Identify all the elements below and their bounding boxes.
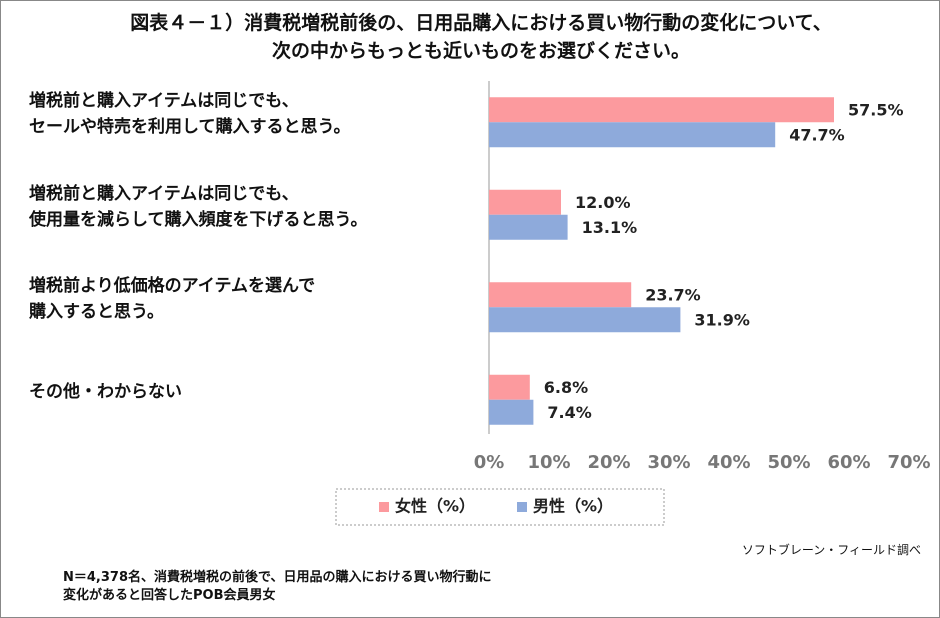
x-tick-label: 60% [827,452,870,473]
category-label: その他・わからない [29,381,182,402]
category-label: 増税前より低価格のアイテムを選んで 購入すると思う。 [29,276,316,323]
x-tick-label: 50% [767,452,810,473]
category-label: 増税前と購入アイテムは同じでも、 使用量を減らして購入頻度を下げると思う。 [29,183,368,230]
legend-box [335,488,665,526]
x-tick-label: 40% [707,452,750,473]
note: N＝4,378名、消費税増税の前後で、日用品の購入における買い物行動に 変化があ… [63,570,492,603]
data-label: 13.1% [582,218,638,237]
legend-label: 男性（%） [533,497,613,516]
data-label: 6.8% [544,378,588,397]
bar [489,214,568,240]
x-tick-label: 70% [887,452,930,473]
data-label: 47.7% [789,125,845,144]
data-label: 57.5% [848,100,904,119]
bar [489,399,534,425]
bar [489,122,776,148]
x-tick-label: 20% [587,452,630,473]
bar [489,97,834,123]
x-tick-label: 0% [474,452,505,473]
chart-title: 図表４－１）消費税増税前後の、日用品購入における買い物行動の変化について、 次の… [130,12,832,62]
data-label: 7.4% [547,403,591,422]
category-label: 増税前と購入アイテムは同じでも、 セールや特売を利用して購入すると思う。 [29,91,351,138]
bar [489,374,530,400]
x-tick-label: 30% [647,452,690,473]
source: ソフトブレーン・フィールド調べ [741,543,921,557]
legend-label: 女性（%） [395,497,475,516]
legend-swatch [379,502,389,512]
legend-swatch [517,502,527,512]
bar [489,282,632,308]
bar [489,189,561,215]
data-label: 31.9% [694,310,750,329]
data-label: 12.0% [575,193,631,212]
data-label: 23.7% [645,285,701,304]
x-tick-label: 10% [527,452,570,473]
bar [489,307,681,333]
